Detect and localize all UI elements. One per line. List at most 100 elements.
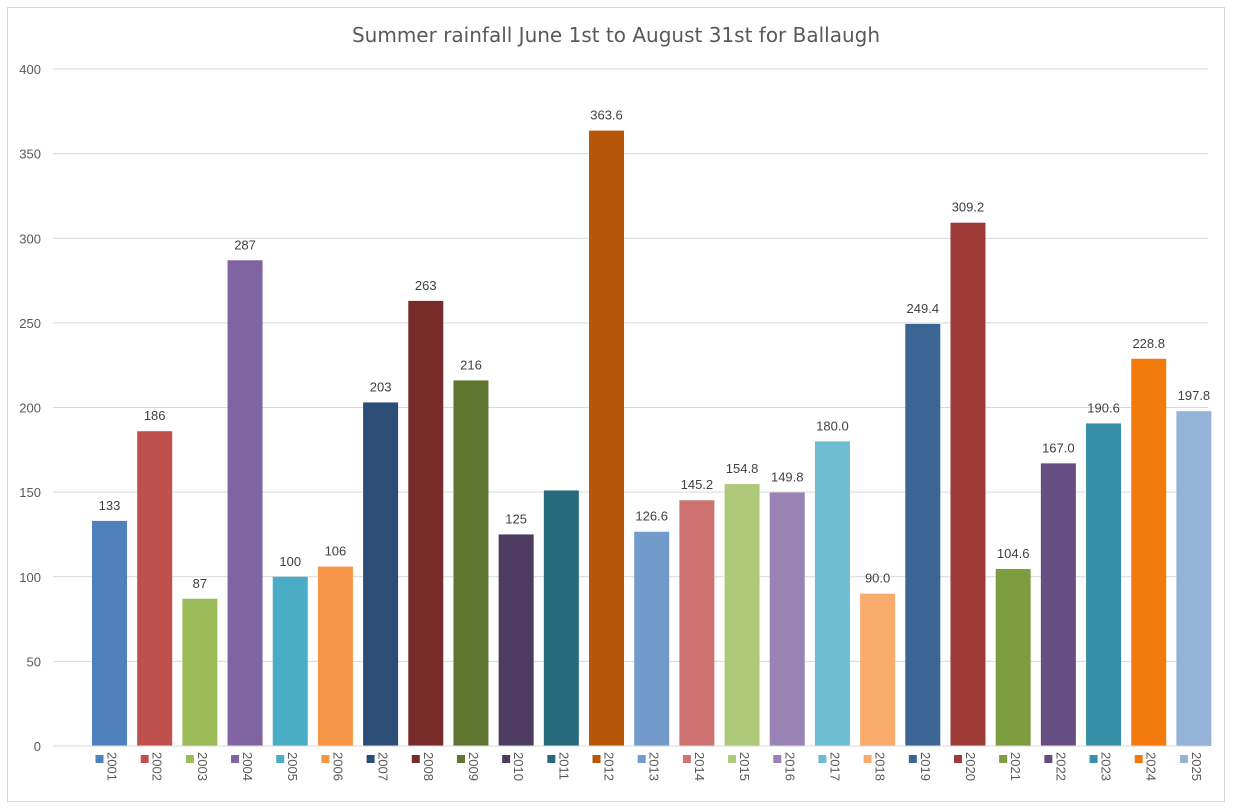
- data-label-2025: 197.8: [1178, 388, 1211, 403]
- x-tick-label: 2006: [330, 752, 345, 781]
- x-tick-label: 2019: [918, 752, 933, 781]
- bar-2011: [543, 490, 579, 746]
- legend-swatch-2003: [185, 755, 194, 763]
- y-tick-label: 100: [19, 570, 41, 585]
- x-tick-label: 2007: [376, 752, 391, 781]
- x-tick-label: 2011: [556, 752, 571, 780]
- bar-2017: [814, 441, 850, 746]
- legend-swatch-2004: [231, 755, 240, 763]
- bar-2004: [227, 260, 263, 746]
- x-tick-label: 2002: [150, 752, 165, 781]
- x-tick-label: 2015: [737, 752, 752, 781]
- legend-swatch-2018: [863, 755, 872, 763]
- data-label-2023: 190.6: [1087, 400, 1120, 415]
- bar-2014: [679, 500, 715, 746]
- legend-swatch-2006: [321, 755, 330, 763]
- x-tick-label: 2005: [285, 752, 300, 781]
- chart-title: Summer rainfall June 1st to August 31st …: [352, 23, 880, 47]
- legend-swatch-2022: [1044, 755, 1053, 763]
- x-tick-label: 2013: [647, 752, 662, 781]
- bar-2025: [1176, 411, 1212, 746]
- data-label-2009: 216: [460, 357, 482, 372]
- bar-2002: [137, 431, 173, 746]
- bar-2015: [724, 484, 760, 746]
- legend-swatch-2015: [728, 755, 737, 763]
- x-tick-label: 2001: [105, 752, 120, 781]
- x-tick-label: 2021: [1008, 752, 1023, 781]
- bar-2005: [272, 576, 308, 746]
- legend-swatch-2011: [547, 755, 556, 763]
- data-labels: 133 186 87 287 100 106 203 263 216 125 363.6 126.6 1…: [99, 108, 1211, 591]
- bar-2019: [905, 323, 941, 746]
- x-tick-label: 2012: [602, 752, 617, 781]
- legend-swatch-2009: [456, 755, 465, 763]
- x-tick-label: 2014: [692, 752, 707, 781]
- data-label-2010: 125: [505, 511, 527, 526]
- x-tick-label: 2020: [963, 752, 978, 781]
- data-label-2022: 167.0: [1042, 440, 1075, 455]
- bar-2007: [363, 402, 399, 746]
- x-tick-label: 2004: [240, 752, 255, 781]
- legend-swatch-2012: [592, 755, 601, 763]
- data-label-2008: 263: [415, 278, 437, 293]
- bar-2009: [453, 380, 489, 746]
- data-label-2021: 104.6: [997, 546, 1030, 561]
- x-tick-label: 2022: [1053, 752, 1068, 781]
- bar-2008: [408, 300, 444, 746]
- x-tick-label: 2025: [1189, 752, 1204, 781]
- x-tick-label: 2017: [827, 752, 842, 781]
- bar-2022: [1040, 463, 1076, 746]
- x-axis-legend-ticks: 2001 2002 2003 2004 2005 2006 2007 2008 2009 2010…: [95, 752, 1204, 781]
- legend-swatch-2020: [953, 755, 962, 763]
- bar-2023: [1086, 423, 1122, 746]
- x-tick-label: 2024: [1144, 752, 1159, 781]
- y-tick-label: 50: [27, 654, 41, 669]
- legend-swatch-2024: [1134, 755, 1143, 763]
- y-tick-label: 250: [19, 316, 41, 331]
- data-label-2018: 90.0: [865, 571, 890, 586]
- legend-swatch-2001: [95, 755, 104, 763]
- legend-swatch-2002: [140, 755, 149, 763]
- data-label-2015: 154.8: [726, 461, 759, 476]
- legend-swatch-2021: [999, 755, 1008, 763]
- bar-2018: [860, 593, 896, 746]
- data-label-2001: 133: [99, 498, 121, 513]
- data-label-2005: 100: [279, 554, 301, 569]
- y-tick-label: 300: [19, 231, 41, 246]
- bar-2021: [995, 568, 1031, 746]
- legend-swatch-2017: [818, 755, 827, 763]
- legend-swatch-2014: [682, 755, 691, 763]
- data-label-2006: 106: [325, 544, 347, 559]
- data-label-2014: 145.2: [681, 477, 714, 492]
- legend-swatch-2013: [637, 755, 646, 763]
- gridlines: [53, 68, 1208, 662]
- y-tick-label: 150: [19, 485, 41, 500]
- x-tick-label: 2003: [195, 752, 210, 781]
- x-tick-label: 2008: [421, 752, 436, 781]
- x-tick-label: 2018: [873, 752, 888, 781]
- bar-2012: [589, 130, 625, 746]
- y-axis-ticks: 0 50 100 150 200 250 300 350 400: [19, 62, 41, 754]
- bar-2001: [92, 520, 127, 746]
- y-tick-label: 400: [19, 62, 41, 77]
- data-label-2017: 180.0: [816, 418, 849, 433]
- legend-swatch-2025: [1179, 755, 1188, 763]
- data-label-2002: 186: [144, 408, 166, 423]
- data-label-2007: 203: [370, 379, 392, 394]
- data-label-2013: 126.6: [635, 509, 668, 524]
- y-tick-label: 350: [19, 147, 41, 162]
- legend-swatch-2019: [908, 755, 917, 763]
- legend-swatch-2010: [502, 755, 511, 763]
- bar-2006: [317, 566, 353, 746]
- x-tick-label: 2009: [466, 752, 481, 781]
- data-label-2004: 287: [234, 237, 256, 252]
- legend-swatch-2016: [773, 755, 782, 763]
- bar-2024: [1131, 358, 1167, 746]
- bar-2020: [950, 222, 986, 746]
- bars: [92, 130, 1212, 746]
- bar-2003: [182, 598, 218, 746]
- data-label-2020: 309.2: [952, 200, 985, 215]
- data-label-2003: 87: [193, 576, 207, 591]
- y-tick-label: 0: [34, 739, 41, 754]
- legend-swatch-2023: [1089, 755, 1098, 763]
